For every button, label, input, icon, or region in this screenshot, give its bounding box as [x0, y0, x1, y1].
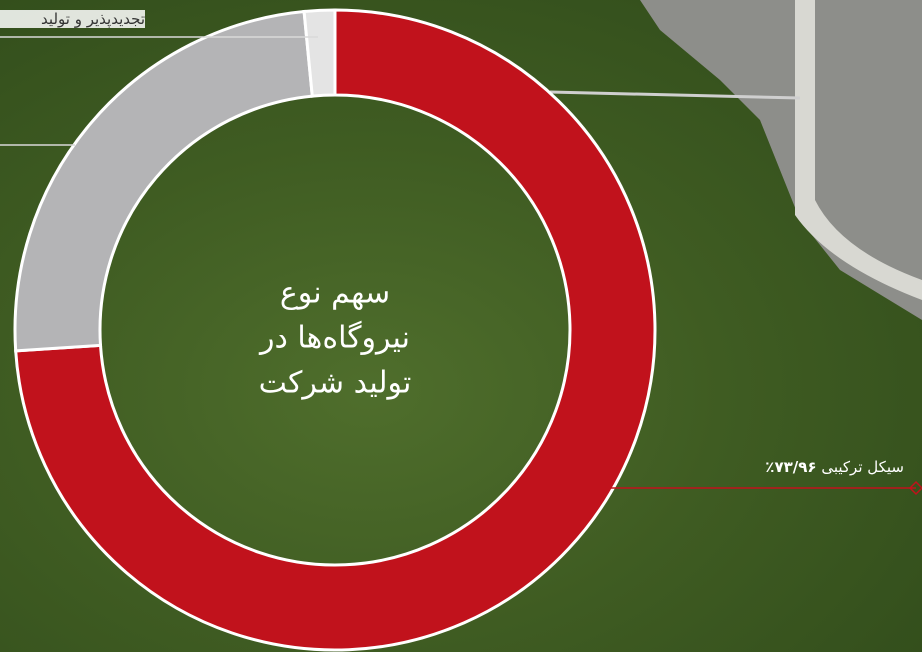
- donut-segment: [14, 8, 657, 652]
- label-value: ۷۳/۹۶٪: [765, 458, 817, 476]
- curb: [795, 0, 922, 300]
- chart-title: نیروگاه‌ها در: [258, 321, 410, 356]
- segment-label: سیکل ترکیبی ۷۳/۹۶٪: [765, 458, 904, 476]
- label-name: تجدیدپذیر و تولید: [41, 10, 145, 28]
- leader-marker: [908, 480, 922, 496]
- chart-title: تولید شرکت: [259, 366, 412, 401]
- label-name: سیکل ترکیبی: [821, 458, 904, 476]
- segment-label: تجدیدپذیر و تولید: [0, 10, 145, 28]
- chart-title: سهم نوع: [280, 276, 390, 311]
- donut-segment: [302, 8, 337, 98]
- donut: [13, 8, 657, 652]
- donut-segment: [13, 9, 314, 353]
- road: [640, 0, 922, 320]
- wire: [549, 90, 801, 100]
